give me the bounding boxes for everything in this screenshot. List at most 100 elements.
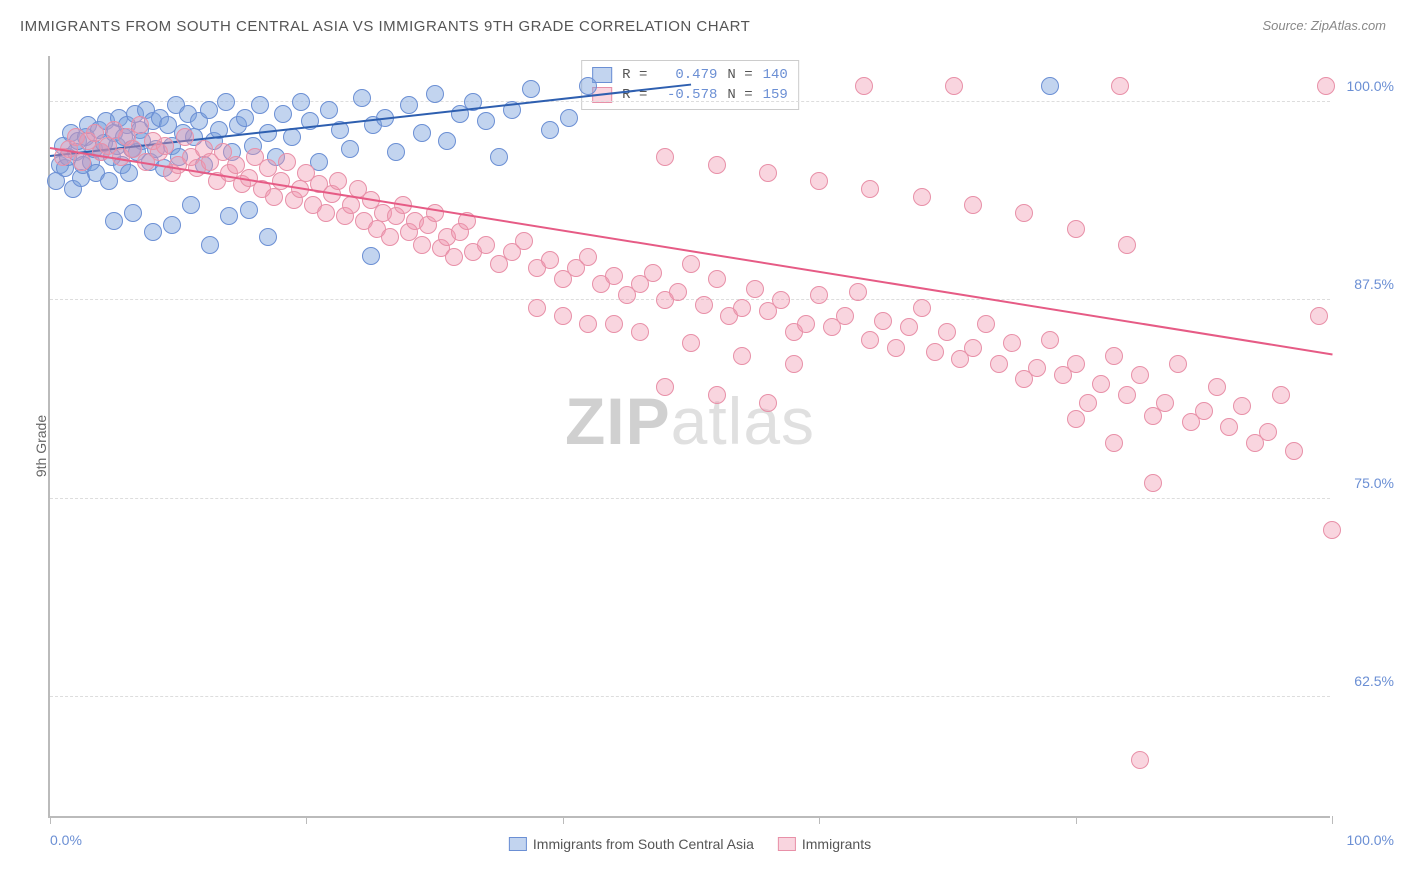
data-point bbox=[1259, 423, 1277, 441]
data-point bbox=[317, 204, 335, 222]
data-point bbox=[353, 89, 371, 107]
data-point bbox=[1111, 77, 1129, 95]
gridline bbox=[50, 696, 1330, 697]
data-point bbox=[515, 232, 533, 250]
data-point bbox=[708, 156, 726, 174]
legend-row: R =0.479N =140 bbox=[592, 65, 788, 85]
data-point bbox=[1079, 394, 1097, 412]
data-point bbox=[217, 93, 235, 111]
data-point bbox=[695, 296, 713, 314]
data-point bbox=[477, 112, 495, 130]
data-point bbox=[477, 236, 495, 254]
data-point bbox=[579, 315, 597, 333]
watermark-light: atlas bbox=[671, 384, 815, 458]
data-point bbox=[759, 394, 777, 412]
data-point bbox=[733, 347, 751, 365]
data-point bbox=[945, 77, 963, 95]
data-point bbox=[274, 105, 292, 123]
data-point bbox=[1285, 442, 1303, 460]
data-point bbox=[669, 283, 687, 301]
data-point bbox=[387, 143, 405, 161]
data-point bbox=[560, 109, 578, 127]
chart-title: IMMIGRANTS FROM SOUTH CENTRAL ASIA VS IM… bbox=[20, 18, 750, 35]
data-point bbox=[144, 223, 162, 241]
data-point bbox=[759, 164, 777, 182]
data-point bbox=[200, 101, 218, 119]
legend-n-label: N = bbox=[727, 85, 752, 105]
data-point bbox=[156, 137, 174, 155]
data-point bbox=[605, 315, 623, 333]
data-point bbox=[855, 77, 873, 95]
legend-label: Immigrants bbox=[802, 836, 871, 852]
data-point bbox=[554, 307, 572, 325]
data-point bbox=[1067, 220, 1085, 238]
data-point bbox=[579, 77, 597, 95]
series-legend: Immigrants from South Central AsiaImmigr… bbox=[509, 836, 871, 852]
x-tick bbox=[819, 816, 820, 824]
legend-r-label: R = bbox=[622, 65, 647, 85]
y-tick-label: 100.0% bbox=[1347, 78, 1394, 94]
data-point bbox=[656, 148, 674, 166]
gridline bbox=[50, 101, 1330, 102]
data-point bbox=[251, 96, 269, 114]
data-point bbox=[120, 164, 138, 182]
data-point bbox=[362, 247, 380, 265]
data-point bbox=[259, 228, 277, 246]
legend-n-label: N = bbox=[727, 65, 752, 85]
data-point bbox=[810, 172, 828, 190]
data-point bbox=[105, 212, 123, 230]
data-point bbox=[1118, 386, 1136, 404]
data-point bbox=[124, 204, 142, 222]
data-point bbox=[1105, 434, 1123, 452]
data-point bbox=[73, 153, 91, 171]
x-tick bbox=[306, 816, 307, 824]
data-point bbox=[541, 121, 559, 139]
legend-swatch bbox=[778, 837, 796, 851]
data-point bbox=[772, 291, 790, 309]
data-point bbox=[329, 172, 347, 190]
data-point bbox=[964, 196, 982, 214]
chart-header: IMMIGRANTS FROM SOUTH CENTRAL ASIA VS IM… bbox=[20, 18, 1386, 42]
y-tick-label: 62.5% bbox=[1354, 673, 1394, 689]
legend-n-value: 140 bbox=[763, 65, 788, 85]
gridline bbox=[50, 498, 1330, 499]
x-tick bbox=[1332, 816, 1333, 824]
data-point bbox=[320, 101, 338, 119]
data-point bbox=[977, 315, 995, 333]
data-point bbox=[733, 299, 751, 317]
data-point bbox=[522, 80, 540, 98]
data-point bbox=[964, 339, 982, 357]
data-point bbox=[100, 172, 118, 190]
data-point bbox=[579, 248, 597, 266]
x-axis-min-label: 0.0% bbox=[50, 832, 82, 848]
data-point bbox=[913, 299, 931, 317]
data-point bbox=[1272, 386, 1290, 404]
data-point bbox=[1156, 394, 1174, 412]
data-point bbox=[644, 264, 662, 282]
data-point bbox=[240, 201, 258, 219]
data-point bbox=[1003, 334, 1021, 352]
data-point bbox=[1118, 236, 1136, 254]
data-point bbox=[1041, 331, 1059, 349]
data-point bbox=[236, 109, 254, 127]
data-point bbox=[490, 148, 508, 166]
data-point bbox=[1028, 359, 1046, 377]
x-tick bbox=[50, 816, 51, 824]
data-point bbox=[265, 188, 283, 206]
data-point bbox=[1015, 204, 1033, 222]
data-point bbox=[1169, 355, 1187, 373]
legend-n-value: 159 bbox=[763, 85, 788, 105]
legend-row: R =-0.578N =159 bbox=[592, 85, 788, 105]
data-point bbox=[1208, 378, 1226, 396]
data-point bbox=[1092, 375, 1110, 393]
data-point bbox=[1144, 474, 1162, 492]
data-point bbox=[849, 283, 867, 301]
data-point bbox=[445, 248, 463, 266]
data-point bbox=[785, 355, 803, 373]
data-point bbox=[201, 236, 219, 254]
y-axis-label: 9th Grade bbox=[33, 415, 49, 477]
x-tick bbox=[1076, 816, 1077, 824]
data-point bbox=[836, 307, 854, 325]
data-point bbox=[887, 339, 905, 357]
data-point bbox=[1067, 410, 1085, 428]
